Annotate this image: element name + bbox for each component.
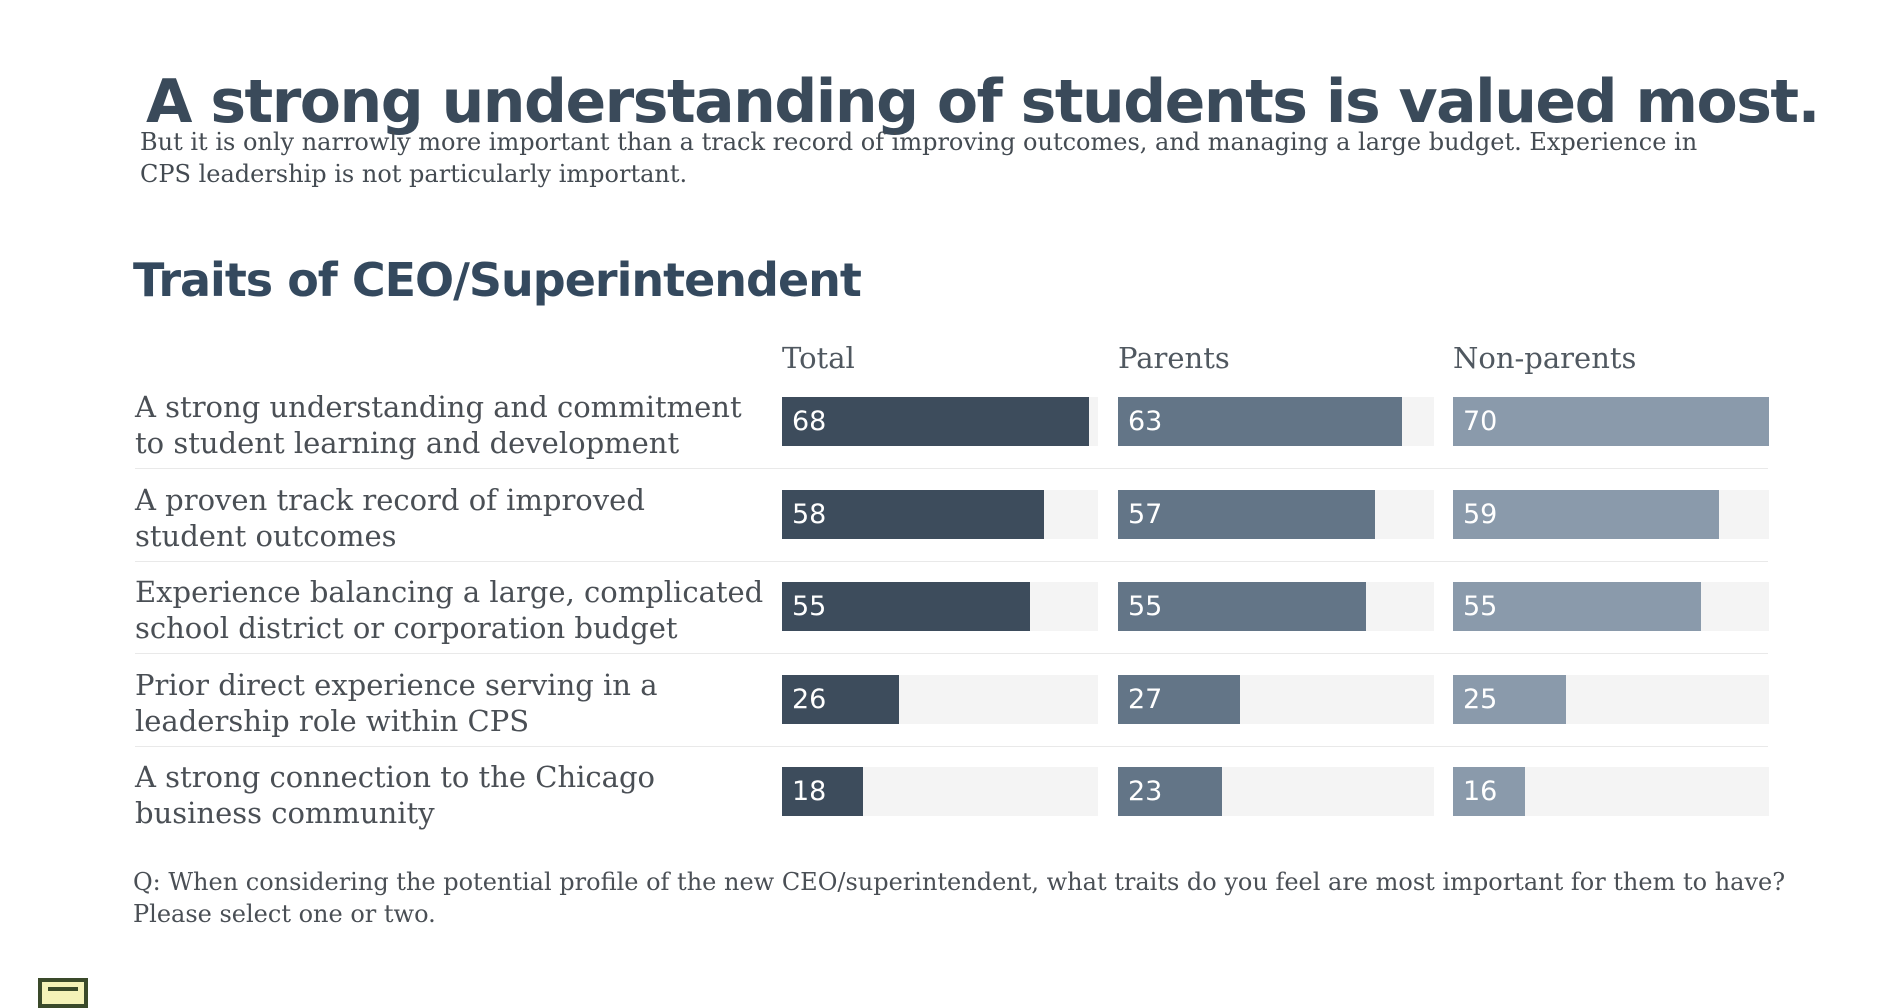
bar: 26 [782,674,899,724]
bar-track: 55 [1453,582,1769,631]
bar-track: 27 [1118,674,1434,724]
bar-value-label: 25 [1463,683,1498,715]
bar-value-label: 70 [1463,406,1498,437]
bar-track: 26 [782,674,1098,724]
bar-track: 55 [1118,582,1434,631]
row-divider [135,560,1768,562]
row-divider [135,653,1768,654]
bar-track: 58 [782,489,1098,539]
bar-value-label: 26 [792,683,827,715]
bar-track: 57 [1118,489,1434,539]
bar: 55 [1453,582,1701,631]
bar: 70 [1453,397,1769,446]
row-divider [135,468,1768,469]
bar-value-label: 68 [792,406,827,437]
bar: 23 [1118,767,1222,816]
chart-title: Traits of CEO/Superintendent [133,253,862,307]
category-label: Experience balancing a large, complicate… [135,575,764,645]
category-label: A strong understanding and commitment to… [135,390,742,460]
bar: 68 [782,397,1089,446]
bar: 63 [1118,397,1402,446]
bar-track: 25 [1453,674,1769,724]
category-label: A strong connection to the Chicago busin… [135,760,655,830]
bar-track: 16 [1453,767,1769,816]
logo-icon [38,978,88,1008]
bar-track: 23 [1118,767,1434,816]
bar: 57 [1118,489,1375,539]
bar-value-label: 18 [792,776,827,807]
category-label: Prior direct experience serving in a lea… [135,667,658,738]
category-label: A proven track record of improved studen… [135,482,645,553]
bar: 16 [1453,767,1525,816]
bar-value-label: 58 [792,498,827,530]
row-divider [135,745,1768,747]
bar-track: 70 [1453,397,1769,446]
bar: 55 [1118,582,1366,631]
bar-value-label: 55 [792,591,827,622]
column-header-total: Total [782,341,855,375]
bar-value-label: 63 [1128,406,1163,437]
bar-value-label: 16 [1463,776,1498,807]
subheadline: But it is only narrowly more important t… [140,128,1698,188]
bar-track: 55 [782,582,1098,631]
bar-value-label: 57 [1128,498,1163,530]
bar-track: 59 [1453,489,1769,539]
bar-value-label: 55 [1128,591,1163,622]
bar-value-label: 23 [1128,776,1163,807]
survey-question-footnote: Q: When considering the potential profil… [133,868,1786,928]
bar: 58 [782,489,1044,539]
bar-track: 68 [782,397,1098,446]
bar-value-label: 27 [1128,683,1163,715]
bar: 59 [1453,489,1719,539]
column-header-non-parents: Non-parents [1453,341,1637,375]
bar-track: 63 [1118,397,1434,446]
bar-value-label: 59 [1463,498,1498,530]
bar: 25 [1453,674,1566,724]
column-header-parents: Parents [1118,341,1230,375]
bar-value-label: 55 [1463,591,1498,622]
bar: 55 [782,582,1030,631]
headline: A strong understanding of students is va… [146,67,1820,137]
bar: 27 [1118,674,1240,724]
bar: 18 [782,767,863,816]
bar-track: 18 [782,767,1098,816]
